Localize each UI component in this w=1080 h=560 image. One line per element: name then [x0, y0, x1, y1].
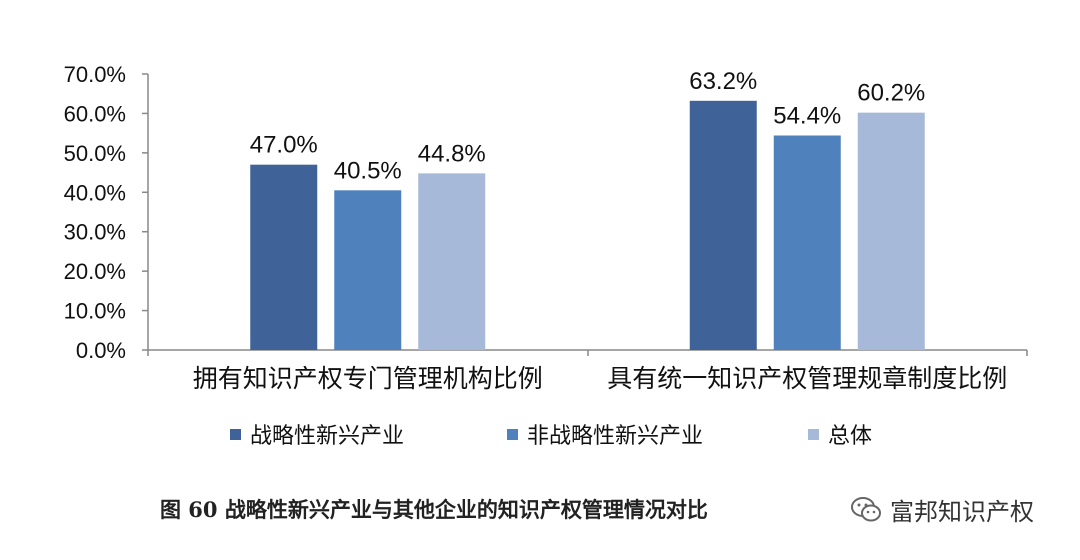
data-label: 60.2% [857, 80, 925, 107]
y-tick-label: 20.0% [64, 259, 126, 284]
legend-label: 战略性新兴产业 [250, 424, 404, 449]
category-labels: 拥有知识产权专门管理机构比例 具有统一知识产权管理规章制度比例 [193, 364, 1008, 393]
legend-item: 总体 [808, 424, 872, 449]
legend-swatch [230, 429, 241, 440]
watermark-text: 富邦知识产权 [890, 498, 1034, 526]
bar-chart: 0.0%10.0%20.0%30.0%40.0%50.0%60.0%70.0% … [64, 62, 1028, 449]
data-label: 44.8% [418, 140, 486, 167]
y-tick-label: 50.0% [64, 141, 126, 166]
data-label: 63.2% [689, 68, 757, 95]
bar [418, 173, 486, 350]
category-label: 具有统一知识产权管理规章制度比例 [607, 364, 1007, 393]
legend-swatch [507, 429, 518, 440]
legend-swatch [808, 429, 819, 440]
bars [250, 100, 925, 350]
legend: 战略性新兴产业 非战略性新兴产业 总体 [230, 424, 872, 449]
legend-label: 总体 [828, 424, 872, 449]
x-axis [147, 349, 1028, 356]
figure-caption: 图 60 战略性新兴产业与其他企业的知识产权管理情况对比 [160, 497, 708, 522]
category-label: 拥有知识产权专门管理机构比例 [193, 364, 543, 393]
legend-item: 非战略性新兴产业 [507, 424, 703, 449]
y-tick-label: 30.0% [64, 220, 126, 245]
bar [689, 100, 757, 350]
y-tick-label: 10.0% [64, 299, 126, 324]
y-axis: 0.0% 10.0% 20.0% 30.0% 40.0% 50.0% 60.0% 70.0% [64, 62, 149, 363]
bar [250, 164, 318, 350]
y-tick-label: 70.0% [64, 62, 126, 87]
y-tick-label: 40.0% [64, 180, 126, 205]
y-tick-label: 60.0% [64, 101, 126, 126]
bar [334, 190, 402, 350]
data-labels: 47.0% 40.5% 44.8% 63.2% 54.4% 60.2% [250, 68, 926, 185]
legend-label: 非战略性新兴产业 [527, 424, 703, 449]
data-label: 40.5% [334, 157, 402, 184]
bar [857, 112, 925, 350]
bar [773, 135, 841, 350]
legend-item: 战略性新兴产业 [230, 424, 404, 449]
data-label: 47.0% [250, 132, 318, 159]
watermark: 富邦知识产权 [850, 492, 1034, 527]
data-label: 54.4% [773, 103, 841, 130]
y-tick-label: 0.0% [76, 338, 126, 363]
wechat-icon [851, 496, 881, 521]
